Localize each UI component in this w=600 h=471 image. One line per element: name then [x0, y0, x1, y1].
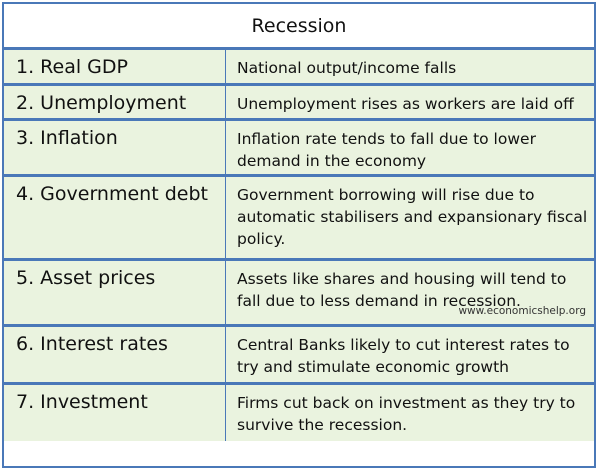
row-label: 5. Asset prices: [4, 261, 226, 324]
row-label: 7. Investment: [4, 385, 226, 441]
table-row: 2. Unemployment Unemployment rises as wo…: [4, 86, 594, 121]
table-row: 5. Asset prices Assets like shares and h…: [4, 261, 594, 327]
row-description: Firms cut back on investment as they try…: [237, 394, 576, 434]
table-row: 4. Government debt Government borrowing …: [4, 177, 594, 261]
row-description: Assets like shares and housing will tend…: [237, 270, 567, 310]
recession-table: Recession 1. Real GDP National output/in…: [2, 2, 596, 468]
table-row: 3. Inflation Inflation rate tends to fal…: [4, 121, 594, 177]
row-label: 1. Real GDP: [4, 50, 226, 83]
row-description-with-watermark: Assets like shares and housing will tend…: [226, 261, 594, 324]
watermark: www.economicshelp.org: [458, 305, 586, 317]
row-label: 3. Inflation: [4, 121, 226, 174]
row-label: 6. Interest rates: [4, 327, 226, 382]
row-description: Government borrowing will rise due to au…: [237, 186, 588, 248]
table-row: 6. Interest rates Central Banks likely t…: [4, 327, 594, 385]
table-row: 7. Investment Firms cut back on investme…: [4, 385, 594, 441]
row-description: National output/income falls: [237, 59, 457, 77]
row-description: Unemployment rises as workers are laid o…: [237, 95, 574, 113]
row-label: 4. Government debt: [4, 177, 226, 258]
table-title: Recession: [4, 4, 594, 50]
row-description: Inflation rate tends to fall due to lowe…: [237, 130, 536, 170]
table-row: 1. Real GDP National output/income falls: [4, 50, 594, 86]
row-description: Central Banks likely to cut interest rat…: [237, 336, 570, 376]
row-label: 2. Unemployment: [4, 86, 226, 118]
